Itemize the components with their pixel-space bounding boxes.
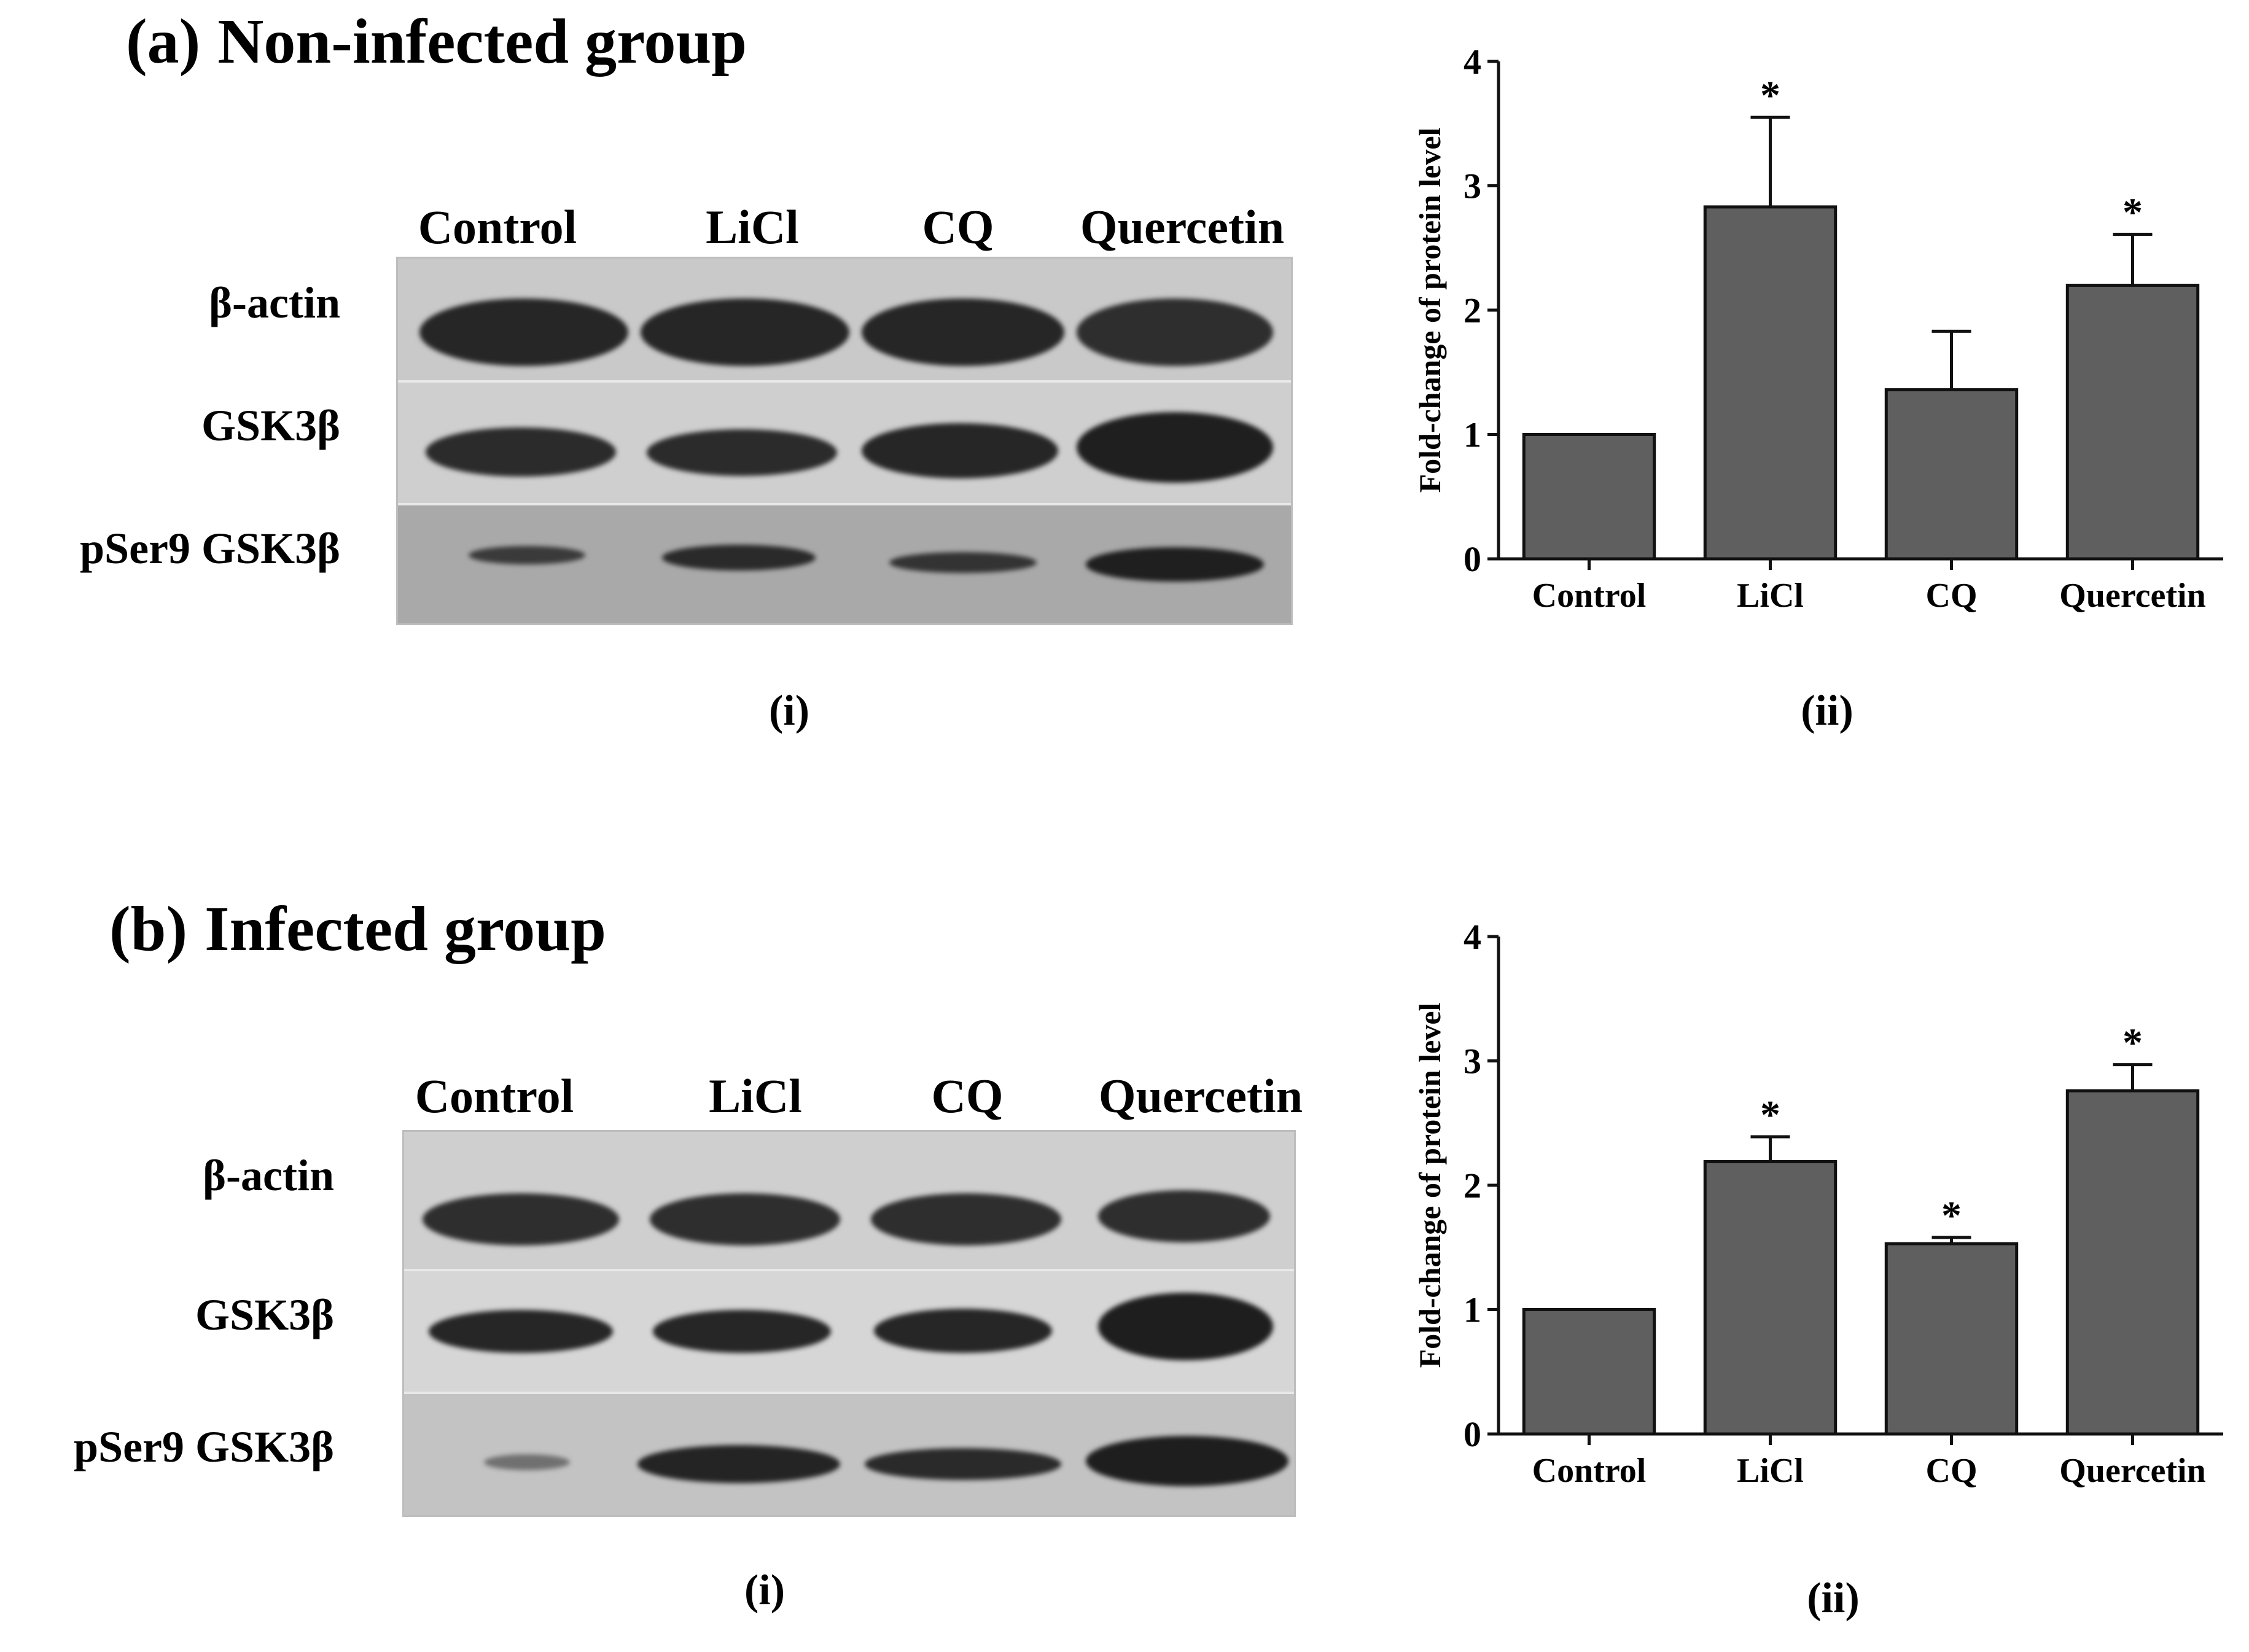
western-blot-image	[396, 257, 1293, 625]
y-tick-label: 4	[1464, 42, 1481, 82]
western-blot-image	[402, 1130, 1296, 1517]
lane-label-quercetin: Quercetin	[1080, 200, 1285, 254]
bar	[1884, 1242, 2019, 1436]
band	[426, 427, 616, 477]
subcaption-blot: (i)	[768, 687, 810, 734]
y-tick-label: 1	[1464, 1290, 1481, 1330]
significance-marker: *	[1760, 73, 1780, 118]
band	[862, 423, 1058, 478]
significance-marker: *	[1760, 1093, 1780, 1137]
band	[874, 1309, 1052, 1353]
lane-label-quercetin: Quercetin	[1098, 1069, 1303, 1123]
x-tick-label: Control	[1532, 577, 1647, 615]
x-tick-label: Quercetin	[2059, 577, 2205, 615]
band	[1098, 1190, 1270, 1242]
bar	[2065, 284, 2200, 561]
bar	[1703, 1160, 1838, 1436]
band	[423, 1193, 619, 1245]
panel-title-text: Infected group	[205, 894, 606, 964]
subcaption-chart: (ii)	[1801, 687, 1853, 734]
band	[862, 298, 1064, 366]
band	[1098, 1293, 1273, 1360]
y-tick-label: 2	[1464, 1166, 1481, 1206]
subcaption-chart: (ii)	[1807, 1575, 1860, 1622]
significance-marker: *	[2122, 1021, 2143, 1066]
row-label-gsk3b: GSK3β	[201, 401, 340, 450]
row-label-beta-actin: β-actin	[203, 1151, 334, 1200]
band	[889, 552, 1037, 573]
band	[419, 298, 628, 366]
panel-letter: (a)	[126, 6, 201, 77]
lane-label-licl: LiCl	[709, 1069, 802, 1123]
band	[662, 545, 816, 571]
bar-chart-a: 0 1 2 3 4 Fold-change of protein level Control…	[1413, 42, 2223, 615]
band	[647, 429, 837, 476]
significance-marker: *	[2122, 190, 2143, 235]
row-label-pser9-gsk3b: pSer9 GSK3β	[74, 1422, 334, 1471]
y-tick-label: 0	[1464, 539, 1481, 579]
x-tick-label: CQ	[1926, 577, 1978, 615]
y-tick-label: 4	[1464, 917, 1481, 957]
x-tick-label: Quercetin	[2059, 1452, 2205, 1490]
panel-title: (b) Infected group	[109, 892, 606, 965]
lane-label-control: Control	[418, 200, 577, 254]
bar	[1522, 433, 1656, 561]
band	[1086, 1436, 1288, 1486]
x-tick-label: LiCl	[1737, 577, 1804, 615]
bar	[1884, 388, 2019, 561]
band	[653, 1310, 831, 1353]
y-tick-label: 1	[1464, 415, 1481, 455]
band	[637, 1445, 840, 1483]
y-axis-label: Fold-change of protein level	[1413, 1002, 1447, 1368]
band	[1077, 412, 1273, 483]
panel-a: (a) Non-infected group Control LiCl CQ Qu…	[80, 5, 2223, 734]
bar-chart-b: 0 1 2 3 4 Fold-change of protein level Control…	[1413, 917, 2223, 1490]
x-tick-label: CQ	[1926, 1452, 1978, 1490]
lane-label-cq: CQ	[922, 200, 994, 254]
band	[650, 1193, 840, 1245]
y-tick-label: 3	[1464, 166, 1481, 206]
row-label-gsk3b: GSK3β	[195, 1290, 334, 1339]
band	[641, 298, 849, 366]
subcaption-blot: (i)	[744, 1567, 785, 1614]
lane-label-licl: LiCl	[706, 200, 799, 254]
band	[1077, 298, 1273, 366]
row-label-pser9-gsk3b: pSer9 GSK3β	[80, 524, 340, 573]
panel-b: (b) Infected group Control LiCl CQ Querce…	[0, 826, 2249, 1652]
y-tick-label: 2	[1464, 290, 1481, 330]
bar	[1522, 1308, 1656, 1436]
bar	[2065, 1089, 2200, 1436]
band	[871, 1193, 1061, 1245]
significance-marker: *	[1941, 1193, 1962, 1238]
panel-title: (a) Non-infected group	[126, 5, 747, 78]
y-tick-label: 0	[1464, 1414, 1481, 1454]
y-axis-label: Fold-change of protein level	[1413, 127, 1447, 493]
row-label-beta-actin: β-actin	[209, 278, 340, 327]
x-tick-label: Control	[1532, 1452, 1647, 1490]
band	[865, 1448, 1061, 1480]
band	[469, 546, 585, 564]
band	[429, 1310, 613, 1353]
lane-label-control: Control	[415, 1069, 574, 1123]
x-tick-label: LiCl	[1737, 1452, 1804, 1490]
panel-title-text: Non-infected group	[217, 6, 747, 77]
band	[484, 1454, 570, 1470]
lane-label-cq: CQ	[931, 1069, 1004, 1123]
band	[1086, 547, 1264, 582]
bar	[1703, 205, 1838, 561]
panel-letter: (b)	[109, 894, 188, 964]
y-tick-label: 3	[1464, 1042, 1481, 1081]
